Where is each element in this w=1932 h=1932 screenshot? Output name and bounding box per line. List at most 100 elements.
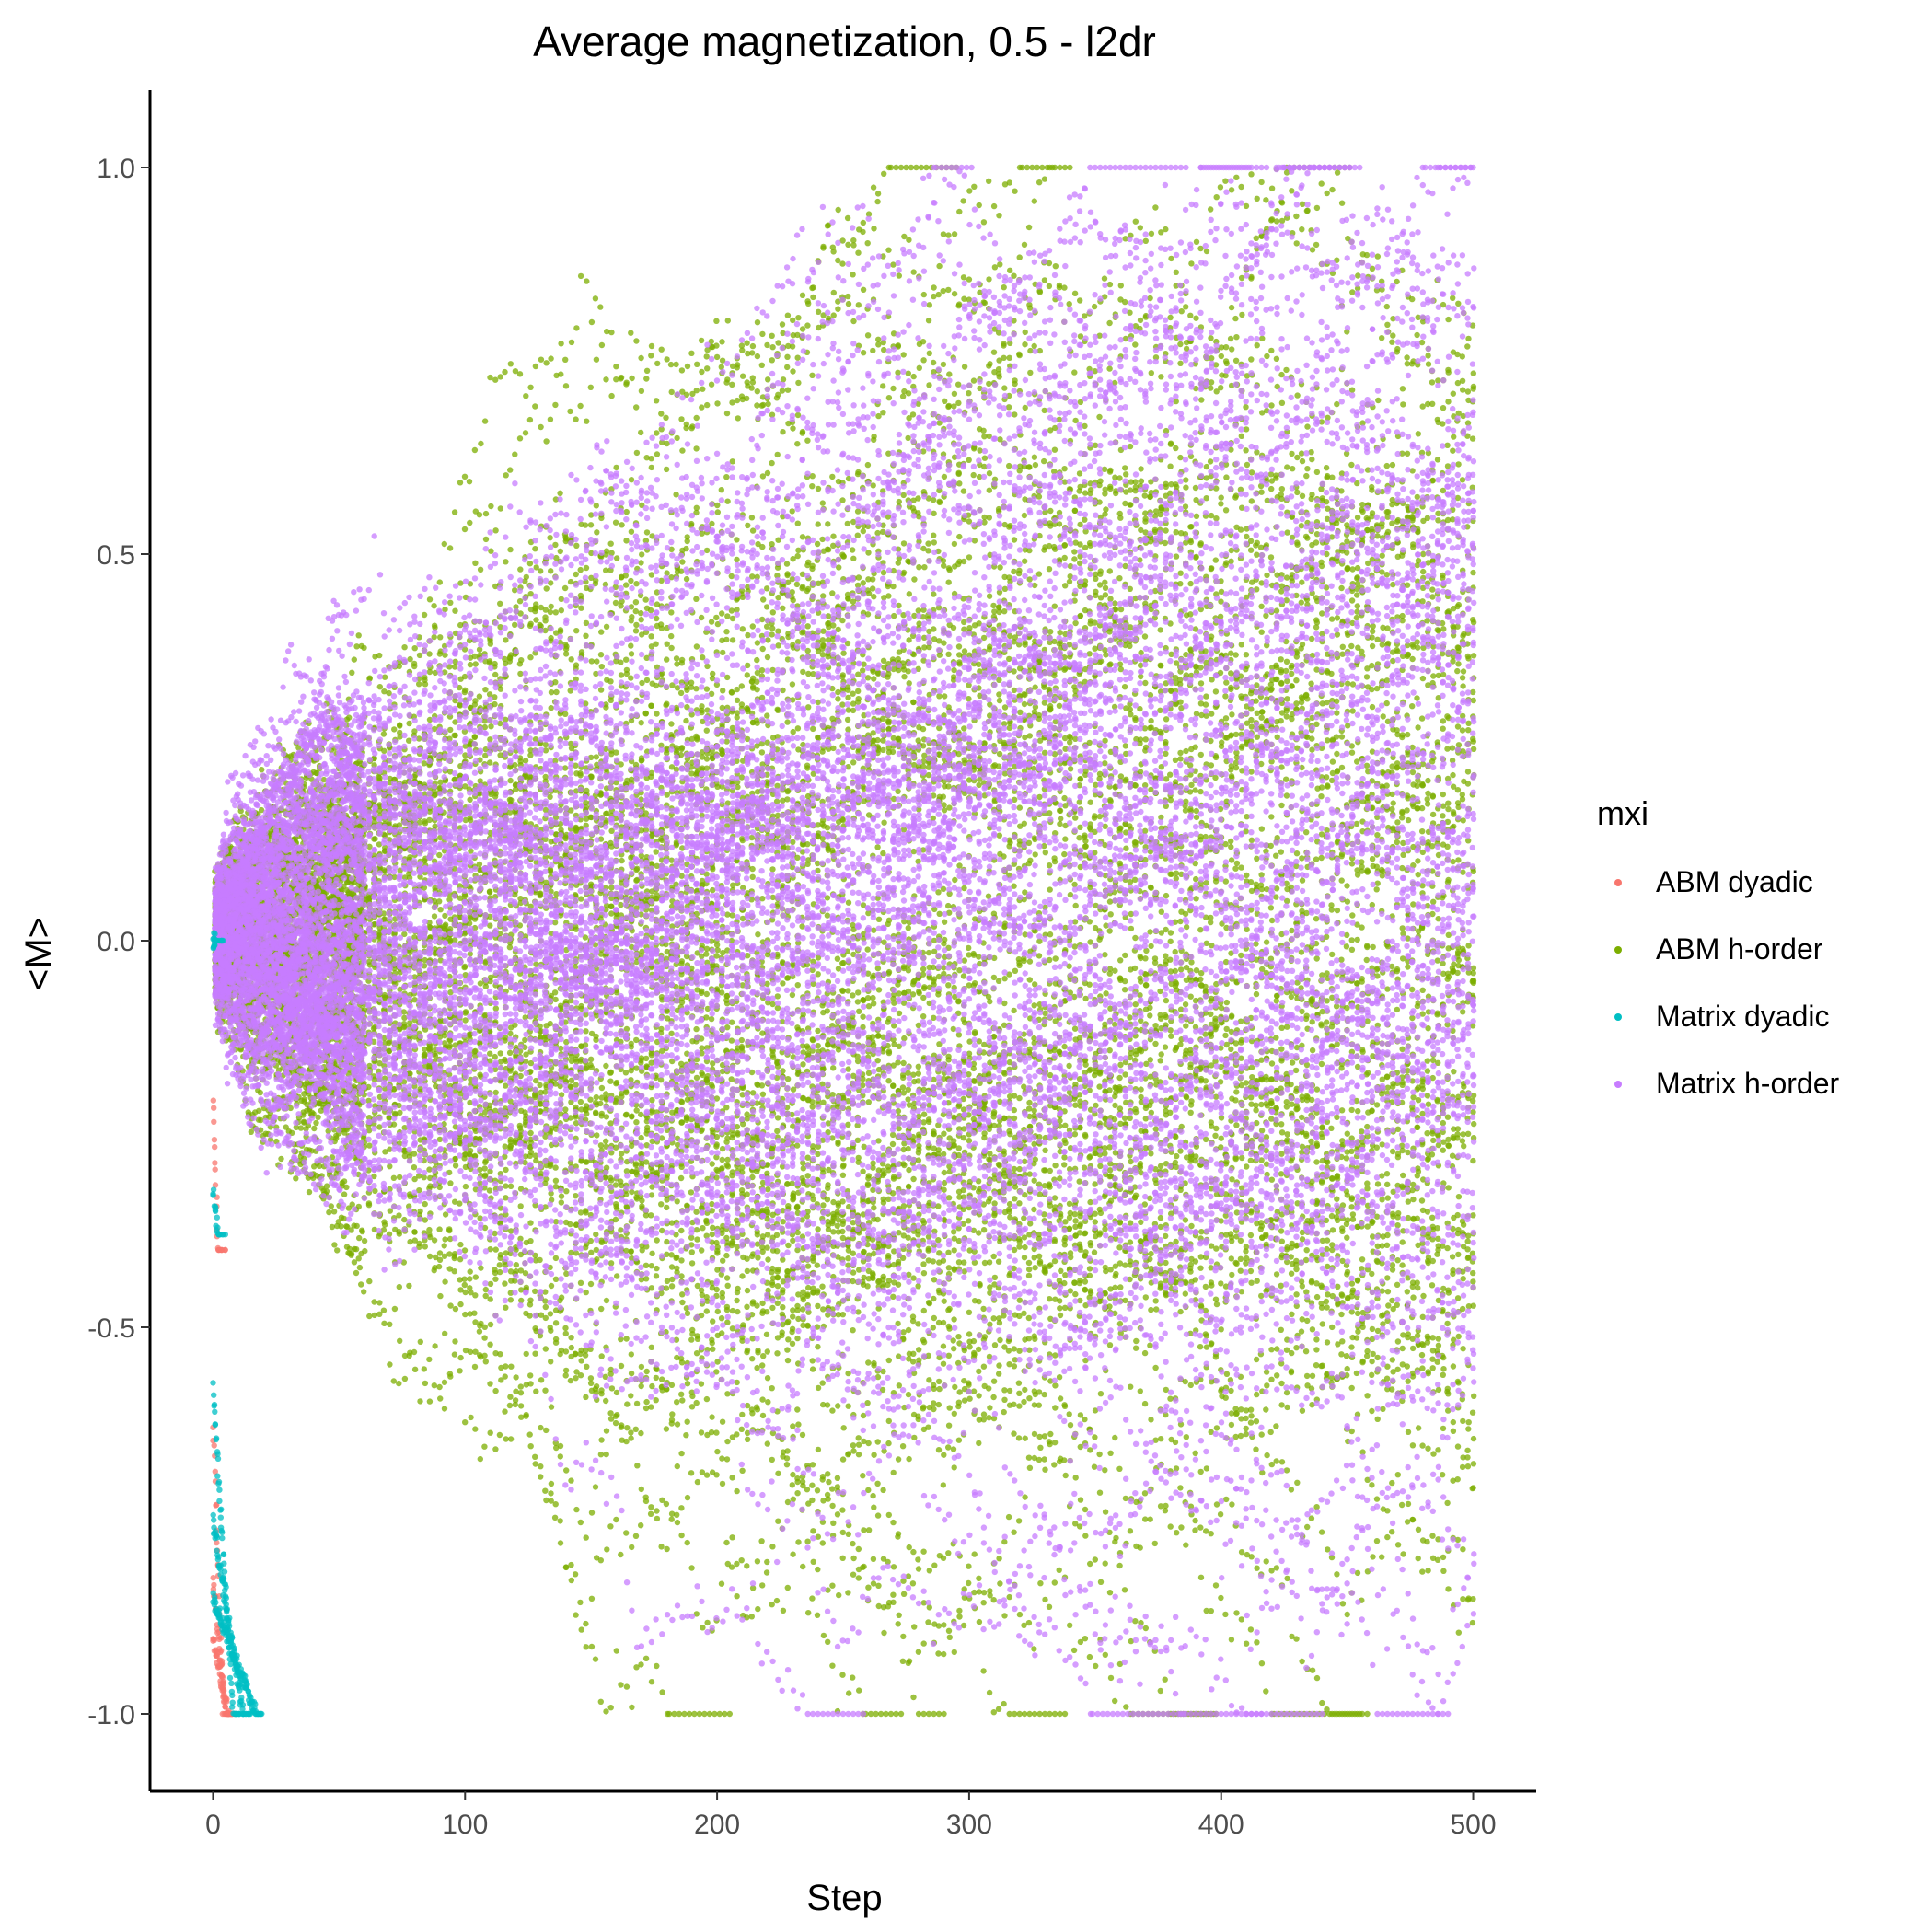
data-point [703,990,710,998]
data-point [1418,715,1426,722]
data-point [1071,369,1078,376]
data-point [1223,1371,1231,1378]
data-point [1187,1382,1195,1389]
data-point [1193,315,1199,321]
data-point [714,947,721,954]
data-point [759,1396,766,1403]
data-point [1138,1086,1144,1093]
data-point [945,1265,953,1271]
data-point [1233,1089,1240,1095]
data-point [1445,1185,1452,1191]
data-point [628,1248,634,1255]
data-point [990,1378,998,1384]
data-point [1212,1296,1220,1302]
data-point [1274,1372,1280,1379]
data-point [896,1010,903,1017]
data-point [1097,1163,1104,1170]
data-point [1454,1126,1462,1132]
data-point [1238,864,1244,871]
data-point [1027,1221,1034,1227]
data-point [1338,1351,1345,1358]
data-point [558,1193,565,1199]
data-point [1254,710,1261,716]
data-point [920,966,927,973]
data-point [1369,1325,1376,1333]
data-point [865,1003,873,1010]
data-point [1278,1171,1285,1177]
data-point [980,1227,988,1233]
data-point [1141,1349,1149,1357]
data-point [1348,1384,1355,1392]
data-point [1041,749,1048,756]
data-point [1464,1454,1471,1461]
data-point [1001,1396,1008,1404]
data-point [452,1305,459,1313]
data-point [1459,477,1466,483]
data-point [562,1330,569,1337]
data-point [955,381,962,388]
data-point [1369,642,1376,650]
data-point [1389,1148,1396,1155]
data-point [1318,854,1325,862]
data-point [881,1629,887,1637]
data-point [1460,1131,1466,1138]
data-point [1243,1260,1249,1267]
data-point [880,383,886,389]
data-point [578,896,584,902]
data-point [1299,579,1305,585]
data-point [855,688,862,695]
data-point [710,1318,716,1325]
data-point [895,1621,901,1627]
data-point [1464,1238,1471,1244]
data-point [995,978,1002,985]
data-point [1384,509,1392,515]
data-point [1258,714,1265,721]
data-point [1131,876,1139,883]
data-point [703,1472,711,1478]
data-point [461,1247,469,1254]
data-point [940,1360,947,1367]
data-point [839,1555,846,1562]
data-point [1430,673,1437,679]
data-point [905,925,911,931]
data-point [1057,1312,1064,1319]
data-point [1021,1310,1027,1317]
data-point [990,1315,997,1322]
data-point [1022,1244,1028,1251]
data-point [693,1227,700,1233]
data-point [496,1268,503,1276]
data-point [1284,1404,1290,1411]
data-point [1267,905,1275,911]
data-point [532,1453,538,1461]
data-point [1218,1135,1224,1141]
data-point [1328,616,1336,622]
data-point [1369,1270,1375,1278]
data-point [1209,1340,1215,1347]
data-point [875,1602,882,1610]
data-point [1324,1245,1330,1253]
data-point [1047,1296,1053,1302]
data-point [810,1528,816,1534]
data-point [542,1314,549,1322]
data-point [785,1242,792,1249]
data-point [1106,1047,1113,1054]
data-point [966,944,972,952]
data-point [1052,263,1059,270]
data-point [1464,1447,1471,1454]
data-point [1379,1141,1385,1148]
data-point [729,1307,736,1314]
data-point [1116,826,1123,832]
data-point [1243,447,1249,454]
data-point [538,1474,544,1480]
data-point [723,1275,731,1281]
data-point [548,705,554,711]
data-point [815,1027,821,1035]
data-point [1424,1093,1431,1099]
data-point [548,1480,555,1487]
data-point [1405,964,1411,970]
data-point [507,1297,514,1303]
data-point [1313,1347,1320,1353]
data-point [1359,924,1365,931]
data-point [1390,657,1396,665]
data-point [845,988,851,994]
